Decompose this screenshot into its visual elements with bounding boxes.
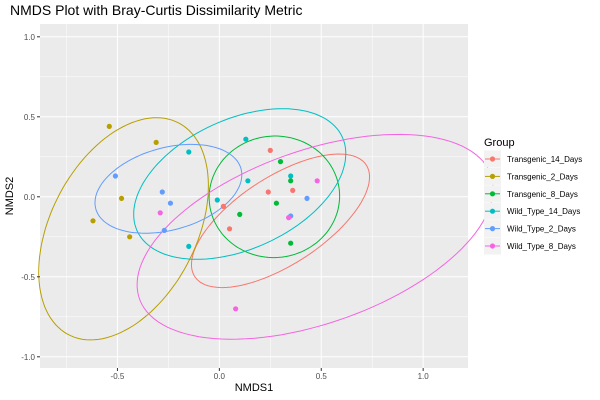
y-axis: -1.0 -0.5 0.0 0.5 1.0 — [21, 33, 40, 362]
point-Wild_Type_8_Days — [286, 215, 292, 221]
point-Transgenic_14_Days — [290, 187, 296, 193]
x-tick-label: 0.0 — [214, 372, 226, 381]
point-Wild_Type_2_Days — [112, 173, 119, 179]
point-Transgenic_8_Days — [288, 240, 294, 246]
legend-label: Wild_Type_14_Days — [507, 207, 580, 216]
point-Transgenic_14_Days — [226, 226, 233, 232]
chart-title: NMDS Plot with Bray-Curtis Dissimilarity… — [10, 2, 302, 18]
plot-panel — [38, 24, 494, 368]
point-Transgenic_2_Days — [127, 234, 133, 240]
point-Transgenic_2_Days — [106, 123, 112, 129]
x-tick-label: -0.5 — [111, 372, 125, 381]
legend-item-Transgenic_14_Days: Transgenic_14_Days — [484, 150, 582, 168]
legend-title: Group — [484, 137, 515, 149]
point-Transgenic_2_Days — [153, 139, 159, 145]
point-Transgenic_2_Days — [118, 195, 125, 201]
point-Wild_Type_2_Days — [167, 200, 174, 206]
point-Wild_Type_14_Days — [186, 243, 192, 249]
legend-key-point — [489, 156, 496, 162]
x-tick-label: 1.0 — [418, 372, 430, 381]
legend-label: Transgenic_14_Days — [507, 155, 582, 164]
legend-label: Transgenic_2_Days — [507, 172, 578, 181]
panel-background — [40, 24, 468, 368]
point-Wild_Type_2_Days — [161, 227, 167, 233]
legend-item-Transgenic_2_Days: Transgenic_2_Days — [484, 167, 578, 185]
y-tick-label: -0.5 — [21, 273, 35, 282]
legend-label: Wild_Type_2_Days — [507, 225, 576, 234]
legend-label: Wild_Type_8_Days — [507, 242, 576, 251]
legend-label: Transgenic_8_Days — [507, 190, 578, 199]
point-Wild_Type_14_Days — [214, 197, 220, 203]
legend: Group Transgenic_14_Days Transgenic_2_Day… — [484, 137, 582, 255]
point-Transgenic_8_Days — [277, 159, 284, 165]
legend-key-point — [489, 208, 496, 214]
ellipse-Transgenic_14_Days — [191, 153, 370, 289]
x-axis-title: NMDS1 — [235, 382, 274, 394]
y-axis-title: NMDS2 — [4, 177, 16, 216]
ellipse-Transgenic_2_Days — [38, 117, 209, 341]
legend-key-point — [489, 226, 496, 232]
legend-item-Wild_Type_8_Days: Wild_Type_8_Days — [484, 237, 576, 255]
legend-item-Wild_Type_14_Days: Wild_Type_14_Days — [484, 202, 580, 220]
legend-item-Transgenic_8_Days: Transgenic_8_Days — [484, 185, 578, 203]
point-Transgenic_8_Days — [288, 178, 294, 184]
y-tick-label: -1.0 — [21, 353, 35, 362]
ellipse-Wild_Type_8_Days — [136, 133, 494, 340]
point-Wild_Type_14_Days — [186, 149, 192, 155]
legend-key-point — [489, 243, 496, 249]
point-Transgenic_8_Days — [237, 211, 243, 217]
legend-key-point — [489, 173, 496, 179]
point-Transgenic_14_Days — [220, 203, 227, 209]
ellipse-Transgenic_8_Days — [208, 135, 341, 259]
point-Wild_Type_2_Days — [304, 195, 310, 201]
legend-key-point — [489, 191, 496, 197]
point-Wild_Type_14_Days — [288, 173, 294, 179]
point-Transgenic_14_Days — [267, 147, 273, 153]
ellipse-Wild_Type_14_Days — [133, 108, 347, 260]
y-tick-label: 0.5 — [24, 113, 36, 122]
point-Wild_Type_8_Days — [157, 210, 163, 216]
point-Wild_Type_2_Days — [159, 189, 165, 195]
point-Transgenic_8_Days — [273, 200, 280, 206]
y-tick-label: 0.0 — [24, 193, 36, 202]
y-tick-label: 1.0 — [24, 33, 36, 42]
x-tick-label: 0.5 — [316, 372, 328, 381]
legend-item-Wild_Type_2_Days: Wild_Type_2_Days — [484, 220, 576, 238]
x-axis: -0.5 0.0 0.5 1.0 — [111, 368, 430, 381]
point-Transgenic_14_Days — [265, 189, 271, 195]
point-Transgenic_2_Days — [90, 218, 96, 224]
point-Wild_Type_14_Days — [245, 178, 251, 184]
point-Wild_Type_8_Days — [314, 178, 320, 184]
point-Wild_Type_8_Days — [233, 306, 239, 312]
point-Wild_Type_14_Days — [243, 136, 249, 142]
